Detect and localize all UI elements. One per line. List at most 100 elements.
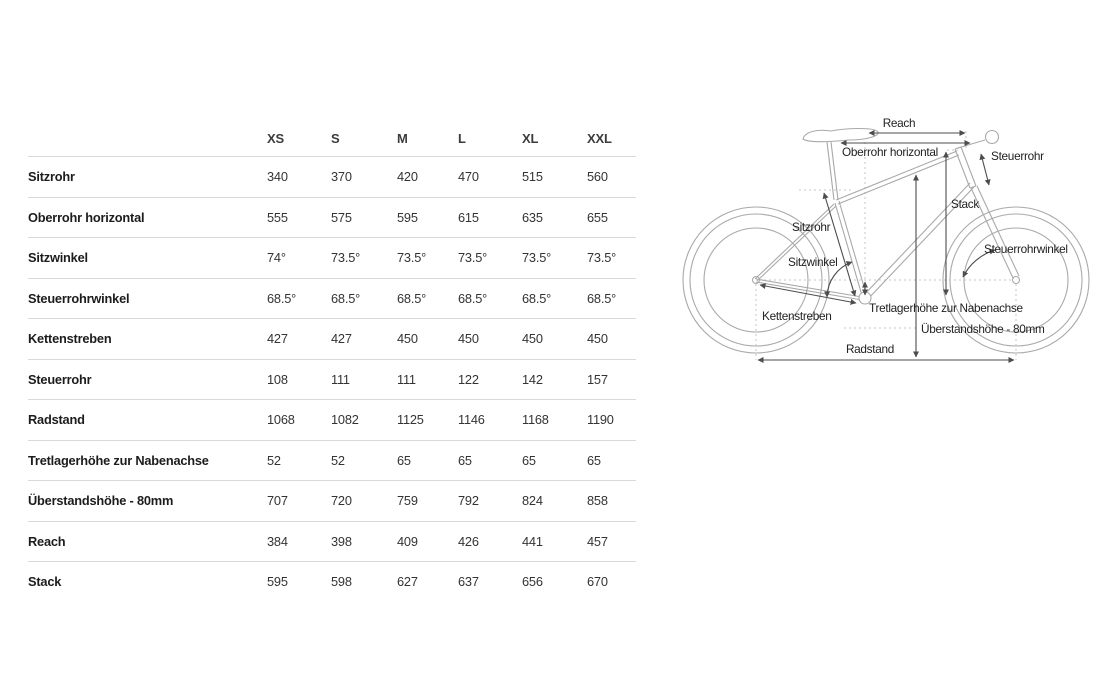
- row-label: Sitzwinkel: [28, 250, 88, 266]
- cell-value: 73.5°: [522, 250, 552, 266]
- seat-post: [826, 141, 835, 201]
- size-column-header: M: [397, 130, 408, 146]
- row-label: Stack: [28, 574, 62, 590]
- tretlagerhoehe-label: Tretlagerhöhe zur Nabenachse: [869, 301, 1024, 315]
- row-label: Radstand: [28, 412, 85, 428]
- front-hub: [1011, 275, 1021, 285]
- reach-label: Reach: [883, 116, 916, 130]
- cell-value: 441: [522, 533, 543, 549]
- cell-value: 560: [587, 169, 608, 185]
- steuerrohrwinkel-arc: [962, 248, 996, 278]
- top-tube: [837, 154, 960, 205]
- cell-value: 73.5°: [587, 250, 617, 266]
- table-row: Steuerrohr 108 111 111 122 142 157: [28, 360, 636, 400]
- cell-value: 655: [587, 209, 608, 225]
- table-row: Überstandshöhe - 80mm 707 720 759 792 82…: [28, 481, 636, 522]
- table-row: Reach 384 398 409 426 441 457: [28, 522, 636, 562]
- cell-value: 824: [522, 493, 543, 509]
- head-tube: [954, 148, 971, 189]
- size-column-header: XS: [267, 130, 284, 146]
- seat-tube: [838, 200, 868, 298]
- stack-label: Stack: [951, 197, 979, 211]
- cell-value: 52: [267, 452, 281, 468]
- down-tube: [866, 186, 975, 301]
- cell-value: 635: [522, 209, 543, 225]
- geometry-table: XS S M L XL XXL Sitzrohr 340 370 420 470…: [28, 120, 636, 602]
- head-tube: [960, 146, 977, 187]
- sitzwinkel-arc: [824, 261, 853, 298]
- head-tube-cap: [969, 185, 977, 189]
- cell-value: 720: [331, 493, 352, 509]
- table-body: Sitzrohr 340 370 420 470 515 560 Oberroh…: [28, 157, 636, 602]
- cell-value: 68.5°: [331, 290, 361, 306]
- row-label: Kettenstreben: [28, 331, 112, 347]
- fork: [970, 187, 1014, 279]
- size-column-header: S: [331, 130, 340, 146]
- stem: [957, 139, 986, 149]
- cell-value: 73.5°: [397, 250, 427, 266]
- cell-value: 111: [397, 371, 416, 387]
- steuerrohr-arrow: [979, 153, 991, 186]
- table-header-row: XS S M L XL XXL: [28, 120, 636, 157]
- size-column-header: L: [458, 130, 466, 146]
- oberrohr-label: Oberrohr horizontal: [842, 145, 938, 159]
- cell-value: 111: [331, 371, 350, 387]
- table-row: Tretlagerhöhe zur Nabenachse 52 52 65 65…: [28, 441, 636, 481]
- cell-value: 792: [458, 493, 479, 509]
- steuerrohrwinkel-label: Steuerrohrwinkel: [984, 242, 1068, 256]
- cell-value: 656: [522, 574, 543, 590]
- sitzrohr-label: Sitzrohr: [792, 220, 831, 234]
- cell-value: 426: [458, 533, 479, 549]
- cell-value: 68.5°: [522, 290, 552, 306]
- cell-value: 122: [458, 371, 479, 387]
- cell-value: 1168: [522, 412, 549, 428]
- cell-value: 68.5°: [267, 290, 297, 306]
- cell-value: 65: [397, 452, 411, 468]
- cell-value: 627: [397, 574, 418, 590]
- cell-value: 108: [267, 371, 288, 387]
- table-row: Steuerrohrwinkel 68.5° 68.5° 68.5° 68.5°…: [28, 279, 636, 319]
- ueberstandshoehe-label: Überstandshöhe - 80mm: [921, 322, 1045, 336]
- cell-value: 615: [458, 209, 479, 225]
- table-row: Sitzrohr 340 370 420 470 515 560: [28, 157, 636, 198]
- cell-value: 1190: [587, 412, 614, 428]
- chain-stay: [755, 281, 863, 301]
- cell-value: 575: [331, 209, 352, 225]
- sitzwinkel-label: Sitzwinkel: [788, 255, 837, 269]
- saddle: [802, 127, 879, 143]
- cell-value: 470: [458, 169, 479, 185]
- cell-value: 409: [397, 533, 418, 549]
- cell-value: 450: [587, 331, 608, 347]
- table-row: Stack 595 598 627 637 656 670: [28, 562, 636, 602]
- radstand-label: Radstand: [846, 342, 894, 356]
- cell-value: 73.5°: [331, 250, 361, 266]
- dimension-arrows: [757, 130, 1015, 363]
- row-label: Tretlagerhöhe zur Nabenachse: [28, 452, 209, 468]
- size-column-header: XL: [522, 130, 539, 146]
- cell-value: 340: [267, 169, 288, 185]
- cell-value: 457: [587, 533, 608, 549]
- cell-value: 595: [397, 209, 418, 225]
- cell-value: 450: [397, 331, 418, 347]
- kettenstreben-label: Kettenstreben: [762, 309, 832, 323]
- cell-value: 670: [587, 574, 608, 590]
- cell-value: 65: [522, 452, 536, 468]
- cell-value: 1068: [267, 412, 295, 428]
- row-label: Oberrohr horizontal: [28, 209, 145, 225]
- cell-value: 73.5°: [458, 250, 488, 266]
- cell-value: 52: [331, 452, 345, 468]
- cell-value: 707: [267, 493, 288, 509]
- cell-value: 555: [267, 209, 288, 225]
- cell-value: 65: [587, 452, 601, 468]
- handlebar-grip: [984, 129, 1000, 145]
- size-column-header: XXL: [587, 130, 612, 146]
- cell-value: 1082: [331, 412, 359, 428]
- top-tube: [835, 150, 958, 201]
- cell-value: 384: [267, 533, 288, 549]
- kettenstreben-arrow: [759, 283, 857, 305]
- cell-value: 420: [397, 169, 418, 185]
- row-label: Steuerrohrwinkel: [28, 290, 130, 306]
- fork: [976, 185, 1020, 277]
- cell-value: 157: [587, 371, 608, 387]
- cell-value: 65: [458, 452, 472, 468]
